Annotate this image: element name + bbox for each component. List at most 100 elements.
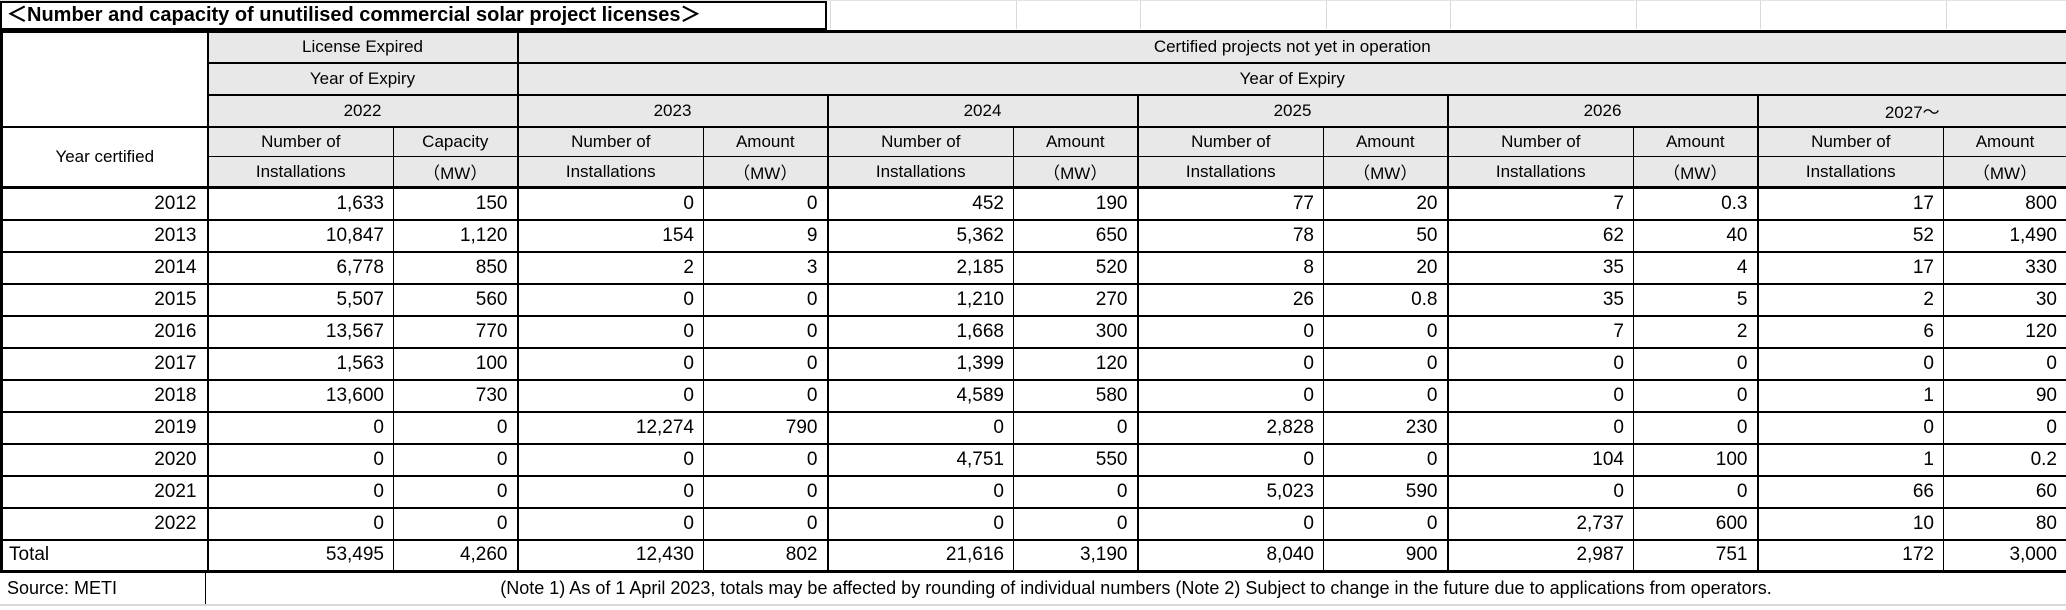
- value-cell: 3,000: [1943, 539, 2066, 573]
- table-row: 2014 6,778 850 2 3 2,185 520 8 20 35 4 17 330: [1, 251, 2066, 285]
- value-cell: 590: [1323, 475, 1448, 509]
- amount-header: Amount: [1323, 126, 1448, 157]
- value-cell: 0.8: [1323, 283, 1448, 317]
- table-row: 2017 1,563 100 0 0 1,399 120 0 0 0 0 0 0: [1, 347, 2066, 381]
- value-cell: 30: [1943, 283, 2066, 317]
- mw-header: （MW）: [1323, 156, 1448, 189]
- sheet-gridline: [1760, 1, 1761, 29]
- value-cell: 0.2: [1943, 443, 2066, 477]
- value-cell: 0: [1756, 347, 1944, 381]
- value-cell: 0: [516, 507, 704, 541]
- value-cell: 0: [516, 475, 704, 509]
- value-cell: 1,210: [826, 283, 1014, 317]
- value-cell: 850: [393, 251, 518, 285]
- value-cell: 0: [1323, 347, 1448, 381]
- expiry-year-2022: 2022: [206, 94, 518, 128]
- page-title: ＜Number and capacity of unutilised comme…: [0, 1, 827, 30]
- value-cell: 0: [1136, 347, 1324, 381]
- mw-header: （MW）: [1943, 156, 2066, 189]
- sheet-gridline: [1326, 1, 1327, 29]
- value-cell: 0: [1136, 443, 1324, 477]
- value-cell: 0: [393, 507, 518, 541]
- year-cell: 2020: [1, 443, 208, 477]
- value-cell: 2: [1756, 283, 1944, 317]
- value-cell: 550: [1013, 443, 1138, 477]
- value-cell: 100: [393, 347, 518, 381]
- table-row: 2018 13,600 730 0 0 4,589 580 0 0 0 0 1 90: [1, 379, 2066, 413]
- value-cell: 78: [1136, 219, 1324, 253]
- value-cell: 0: [516, 443, 704, 477]
- value-cell: 53,495: [206, 539, 394, 573]
- amount-header: Amount: [1013, 126, 1138, 157]
- table-body: 2012 1,633 150 0 0 452 190 77 20 7 0.3 17 800 2013 10,…: [1, 187, 2066, 573]
- value-cell: 1,563: [206, 347, 394, 381]
- value-cell: 0: [703, 283, 828, 317]
- value-cell: 62: [1446, 219, 1634, 253]
- number-header: Number of: [516, 126, 704, 157]
- value-cell: 190: [1013, 187, 1138, 221]
- value-cell: 3,190: [1013, 539, 1138, 573]
- number-header: Number of: [1446, 126, 1634, 157]
- value-cell: 0: [393, 443, 518, 477]
- value-cell: 21,616: [826, 539, 1014, 573]
- value-cell: 520: [1013, 251, 1138, 285]
- mw-header: （MW）: [393, 156, 518, 189]
- value-cell: 580: [1013, 379, 1138, 413]
- certified-projects-header: Certified projects not yet in operation: [516, 31, 2066, 64]
- value-cell: 5: [1633, 283, 1758, 317]
- value-cell: 5,023: [1136, 475, 1324, 509]
- value-cell: 0: [206, 411, 394, 445]
- year-cell: 2021: [1, 475, 208, 509]
- value-cell: 4,751: [826, 443, 1014, 477]
- value-cell: 7: [1446, 187, 1634, 221]
- value-cell: 0: [516, 379, 704, 413]
- value-cell: 12,430: [516, 539, 704, 573]
- value-cell: 600: [1633, 507, 1758, 541]
- value-cell: 5,362: [826, 219, 1014, 253]
- value-cell: 1,668: [826, 315, 1014, 349]
- footer-row: Source: METI (Note 1) As of 1 April 2023…: [0, 573, 2066, 606]
- number-header: Number of: [1756, 126, 1944, 157]
- value-cell: 560: [393, 283, 518, 317]
- value-cell: 650: [1013, 219, 1138, 253]
- value-cell: 12,274: [516, 411, 704, 445]
- footnote: (Note 1) As of 1 April 2023, totals may …: [500, 578, 1772, 598]
- value-cell: 52: [1756, 219, 1944, 253]
- value-cell: 90: [1943, 379, 2066, 413]
- number-header: Number of: [826, 126, 1014, 157]
- installations-header: Installations: [1756, 156, 1944, 189]
- value-cell: 0: [703, 475, 828, 509]
- value-cell: 5,507: [206, 283, 394, 317]
- value-cell: 0: [1633, 411, 1758, 445]
- installations-header: Installations: [1446, 156, 1634, 189]
- value-cell: 80: [1943, 507, 2066, 541]
- value-cell: 0: [703, 443, 828, 477]
- value-cell: 150: [393, 187, 518, 221]
- value-cell: 751: [1633, 539, 1758, 573]
- value-cell: 0: [1446, 475, 1634, 509]
- value-cell: 0: [206, 507, 394, 541]
- value-cell: 0: [1943, 347, 2066, 381]
- value-cell: 0: [1013, 507, 1138, 541]
- value-cell: 2,987: [1446, 539, 1634, 573]
- value-cell: 2,828: [1136, 411, 1324, 445]
- amount-header: Amount: [1943, 126, 2066, 157]
- year-certified-header: Year certified: [1, 126, 208, 189]
- value-cell: 50: [1323, 219, 1448, 253]
- value-cell: 35: [1446, 251, 1634, 285]
- value-cell: 77: [1136, 187, 1324, 221]
- value-cell: 0: [826, 411, 1014, 445]
- value-cell: 0: [1633, 475, 1758, 509]
- value-cell: 0: [516, 187, 704, 221]
- year-cell: 2012: [1, 187, 208, 221]
- expiry-year-2026: 2026: [1446, 94, 1758, 128]
- table-row: 2015 5,507 560 0 0 1,210 270 26 0.8 35 5 2 30: [1, 283, 2066, 317]
- sheet-gridline: [1946, 1, 1947, 29]
- corner-cell: [1, 31, 208, 128]
- value-cell: 790: [703, 411, 828, 445]
- value-cell: 0: [1323, 315, 1448, 349]
- value-cell: 1,120: [393, 219, 518, 253]
- year-cell: 2015: [1, 283, 208, 317]
- value-cell: 730: [393, 379, 518, 413]
- value-cell: 3: [703, 251, 828, 285]
